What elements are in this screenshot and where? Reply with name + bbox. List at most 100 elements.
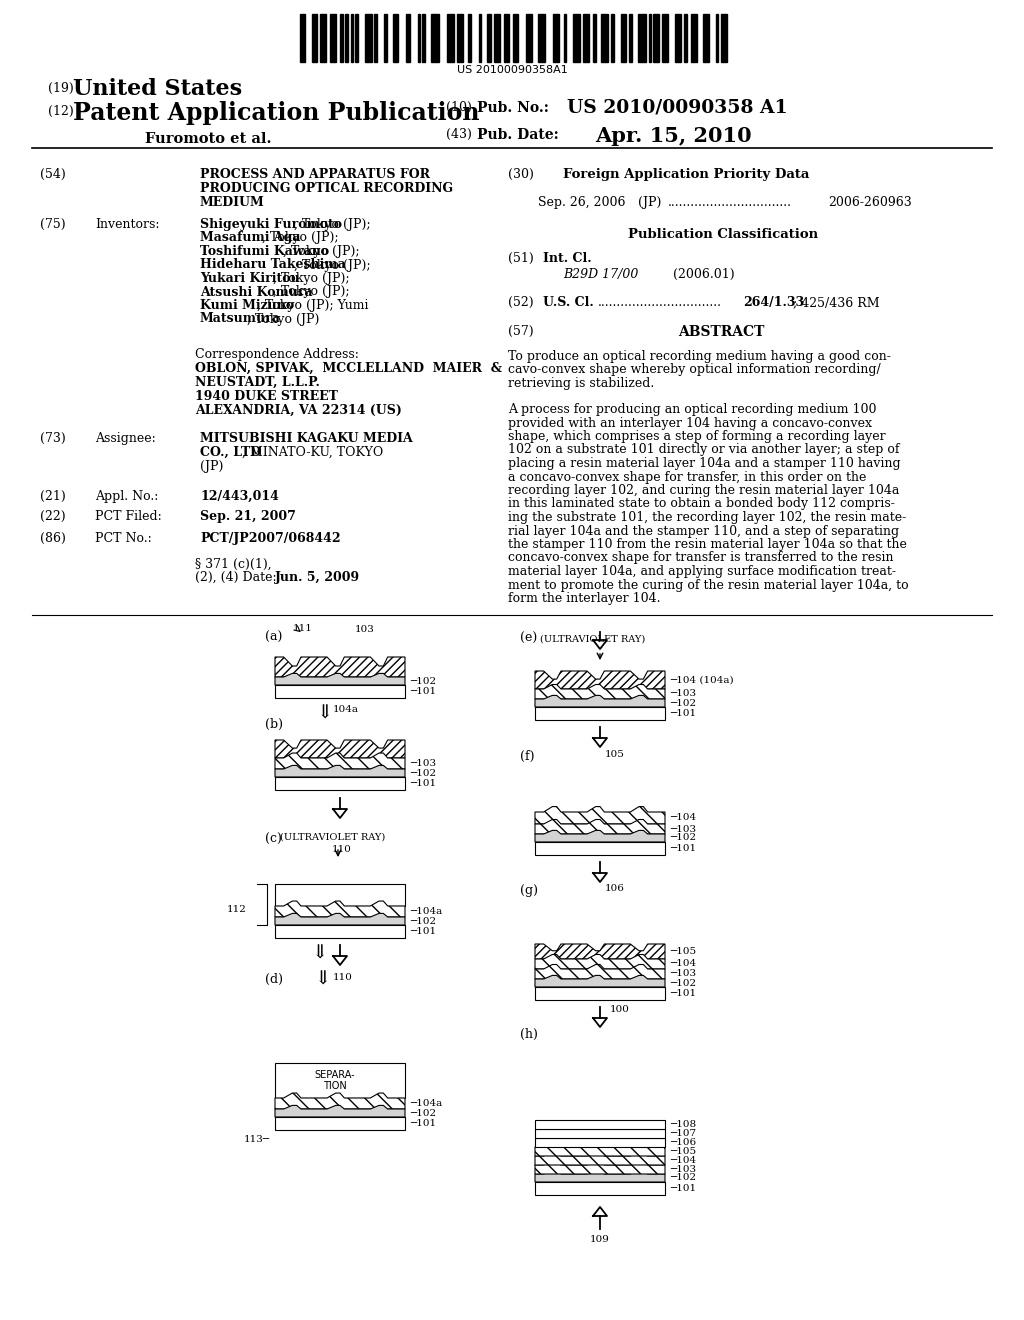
- Text: (h): (h): [520, 1028, 538, 1041]
- Text: (19): (19): [48, 82, 74, 95]
- Polygon shape: [535, 1143, 665, 1156]
- Text: (12): (12): [48, 106, 74, 117]
- Bar: [351, 15, 353, 62]
- Text: (e): (e): [520, 632, 538, 645]
- Bar: [535, 987, 665, 1001]
- Text: MITSUBISHI KAGAKU MEDIA: MITSUBISHI KAGAKU MEDIA: [200, 432, 413, 445]
- Text: ment to promote the curing of the resin material layer 104a, to: ment to promote the curing of the resin …: [508, 578, 908, 591]
- Text: (2), (4) Date:: (2), (4) Date:: [195, 572, 276, 583]
- Polygon shape: [275, 913, 406, 925]
- Bar: [535, 1181, 665, 1195]
- Text: (2006.01): (2006.01): [673, 268, 734, 281]
- Text: (73): (73): [40, 432, 66, 445]
- Text: ─106: ─106: [670, 1138, 696, 1147]
- Polygon shape: [275, 766, 406, 777]
- Text: ─107: ─107: [670, 1129, 696, 1138]
- Text: Assignee:: Assignee:: [95, 432, 156, 445]
- Bar: [535, 1129, 665, 1138]
- Bar: [275, 1117, 406, 1130]
- Text: ─102: ─102: [670, 833, 696, 842]
- Text: ─104a: ─104a: [410, 1100, 442, 1107]
- Text: 102 on a substrate 101 directly or via another layer; a step of: 102 on a substrate 101 directly or via a…: [508, 444, 899, 457]
- Polygon shape: [535, 975, 665, 987]
- Text: ─103: ─103: [410, 759, 436, 768]
- Bar: [478, 15, 481, 62]
- Text: (10): (10): [446, 102, 472, 114]
- Bar: [446, 15, 455, 62]
- Text: US 2010/0090358 A1: US 2010/0090358 A1: [567, 98, 787, 116]
- Bar: [563, 15, 566, 62]
- Text: ─101: ─101: [670, 1184, 696, 1193]
- Text: Appl. No.:: Appl. No.:: [95, 490, 159, 503]
- Text: Atsushi Komura: Atsushi Komura: [200, 285, 312, 298]
- Text: (54): (54): [40, 168, 66, 181]
- Text: 105: 105: [605, 750, 625, 759]
- Bar: [384, 15, 387, 62]
- Text: Furomoto et al.: Furomoto et al.: [145, 132, 271, 147]
- Text: , Tokyo (JP); Yumi: , Tokyo (JP); Yumi: [257, 300, 369, 312]
- Bar: [275, 1063, 406, 1098]
- Text: ─108: ─108: [670, 1119, 696, 1129]
- Text: Sep. 21, 2007: Sep. 21, 2007: [200, 510, 296, 523]
- Bar: [275, 777, 406, 789]
- Text: NEUSTADT, L.L.P.: NEUSTADT, L.L.P.: [195, 376, 319, 389]
- Bar: [300, 15, 304, 62]
- Bar: [583, 15, 589, 62]
- Text: Apr. 15, 2010: Apr. 15, 2010: [595, 125, 752, 147]
- Text: To produce an optical recording medium having a good con-: To produce an optical recording medium h…: [508, 350, 891, 363]
- Bar: [331, 15, 337, 62]
- Polygon shape: [535, 671, 665, 689]
- Bar: [535, 842, 665, 855]
- Bar: [675, 15, 681, 62]
- Text: CO., LTD: CO., LTD: [200, 446, 261, 459]
- Polygon shape: [535, 807, 665, 824]
- Bar: [622, 15, 626, 62]
- Text: , Tokyo (JP): , Tokyo (JP): [247, 313, 319, 326]
- Polygon shape: [275, 657, 406, 677]
- Bar: [458, 15, 463, 62]
- Text: (ULTRAVIOLET RAY): (ULTRAVIOLET RAY): [280, 833, 385, 842]
- Text: 100: 100: [610, 1005, 630, 1014]
- Text: material layer 104a, and applying surface modification treat-: material layer 104a, and applying surfac…: [508, 565, 896, 578]
- Text: , Tokyo (JP);: , Tokyo (JP);: [272, 285, 349, 298]
- Polygon shape: [275, 1093, 406, 1109]
- Bar: [649, 15, 651, 62]
- Text: § 371 (c)(1),: § 371 (c)(1),: [195, 558, 271, 572]
- Polygon shape: [535, 830, 665, 842]
- Text: 1940 DUKE STREET: 1940 DUKE STREET: [195, 389, 338, 403]
- Polygon shape: [535, 696, 665, 708]
- Bar: [319, 15, 326, 62]
- Bar: [406, 15, 411, 62]
- Polygon shape: [535, 1171, 665, 1181]
- Text: U.S. Cl.: U.S. Cl.: [543, 296, 594, 309]
- Text: , Tokyo (JP);: , Tokyo (JP);: [272, 272, 349, 285]
- Text: ─101: ─101: [670, 709, 696, 718]
- Text: (d): (d): [265, 973, 283, 986]
- Bar: [538, 15, 546, 62]
- Polygon shape: [535, 820, 665, 834]
- Polygon shape: [535, 1162, 665, 1173]
- Bar: [535, 1138, 665, 1147]
- Bar: [653, 15, 659, 62]
- Text: (30): (30): [508, 168, 534, 181]
- Text: ─101: ─101: [670, 989, 696, 998]
- Text: ─101: ─101: [410, 927, 436, 936]
- Text: Foreign Application Priority Data: Foreign Application Priority Data: [563, 168, 809, 181]
- Text: ─101: ─101: [670, 843, 696, 853]
- Bar: [468, 15, 471, 62]
- Text: (52): (52): [508, 296, 534, 309]
- Bar: [355, 15, 358, 62]
- Text: concavo-convex shape for transfer is transferred to the resin: concavo-convex shape for transfer is tra…: [508, 552, 894, 565]
- Text: , MINATO-KU, TOKYO: , MINATO-KU, TOKYO: [243, 446, 384, 459]
- Polygon shape: [275, 741, 406, 758]
- Text: (a): (a): [265, 631, 283, 644]
- Polygon shape: [275, 673, 406, 685]
- Text: 110: 110: [333, 973, 353, 982]
- Text: (ULTRAVIOLET RAY): (ULTRAVIOLET RAY): [540, 635, 645, 644]
- Bar: [375, 15, 377, 62]
- Text: ABSTRACT: ABSTRACT: [678, 325, 764, 339]
- Text: ─102: ─102: [410, 1109, 436, 1118]
- Text: Patent Application Publication: Patent Application Publication: [73, 102, 479, 125]
- Text: ─101: ─101: [410, 1119, 436, 1129]
- Text: ─102: ─102: [410, 676, 436, 685]
